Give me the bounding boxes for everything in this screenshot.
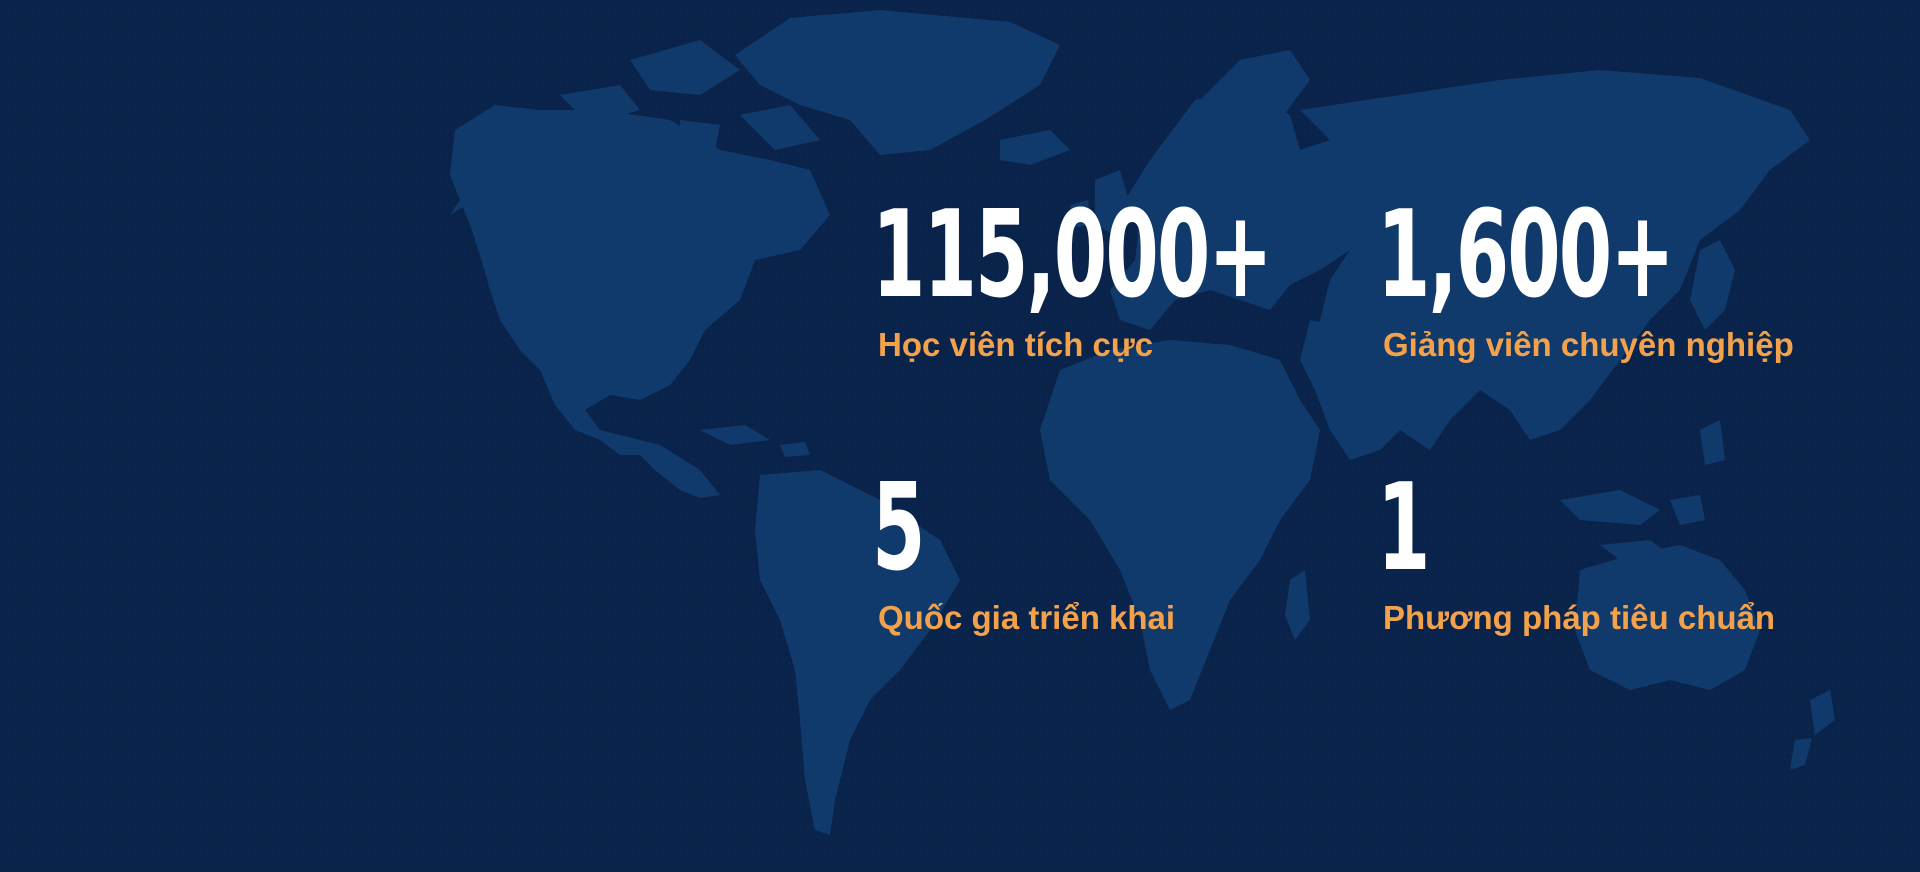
stat-instructors: 1,600+ Giảng viên chuyên nghiệp	[1377, 186, 1839, 364]
stat-value: 1,600+	[1377, 186, 1675, 325]
stat-label: Học viên tích cực	[878, 326, 1154, 363]
stat-value: 1	[1377, 459, 1430, 598]
stat-value: 115,000+	[872, 186, 1273, 325]
stat-countries: 5 Quốc gia triển khai	[872, 459, 1175, 637]
stat-label: Phương pháp tiêu chuẩn	[1383, 599, 1776, 636]
stat-value: 5	[872, 459, 925, 598]
stat-methods: 1 Phương pháp tiêu chuẩn	[1377, 459, 1775, 637]
stat-label: Giảng viên chuyên nghiệp	[1383, 326, 1794, 363]
stat-label: Quốc gia triển khai	[878, 599, 1176, 636]
stat-students: 115,000+ Học viên tích cực	[872, 186, 1495, 364]
